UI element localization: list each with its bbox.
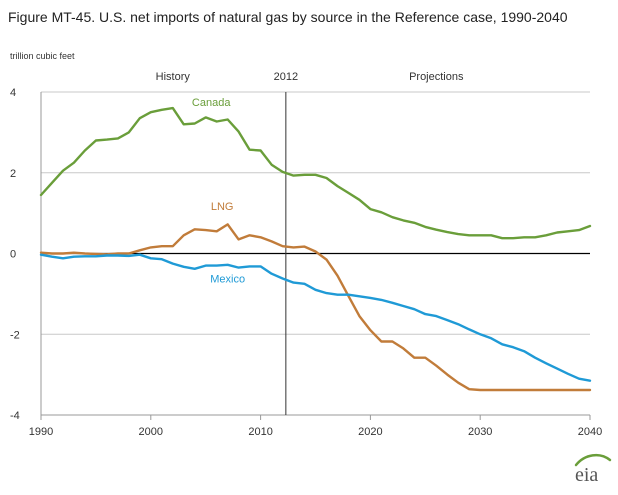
x-tick-label: 2020 (358, 426, 382, 438)
eia-logo: eia (570, 448, 614, 493)
x-tick-label: 2010 (248, 426, 272, 438)
series-lines (39, 106, 592, 392)
y-tick-label: 4 (10, 87, 16, 99)
logo-text: eia (575, 464, 598, 486)
x-tick-label: 1990 (29, 426, 53, 438)
series-label-lng: LNG (211, 201, 234, 213)
history-projection-divider: 2012 (274, 71, 298, 415)
axes: 4 2 0 -2 -4 1990 2000 2010 2020 2030 2040 (10, 87, 602, 438)
region-label: History (156, 71, 191, 83)
y-tick-label: -2 (10, 329, 20, 341)
divider-label: 2012 (274, 71, 298, 83)
series-line-canada (39, 106, 592, 240)
series-line-mexico (39, 253, 592, 382)
x-tick-label: 2040 (578, 426, 602, 438)
series-label-mexico: Mexico (210, 274, 245, 286)
x-tick-label: 2030 (468, 426, 492, 438)
series-label-canada: Canada (192, 97, 231, 109)
y-tick-label: 0 (10, 249, 16, 261)
x-tick-label: 2000 (139, 426, 163, 438)
logo-swoosh (574, 453, 612, 467)
y-tick-label: 2 (10, 168, 16, 180)
region-label: Projections (409, 71, 464, 83)
y-axis-unit-label: trillion cubic feet (10, 51, 75, 61)
chart-labels: History Projections Canada LNG Mexico (156, 71, 464, 286)
y-tick-label: -4 (10, 410, 20, 422)
figure-title: Figure MT-45. U.S. net imports of natura… (8, 9, 568, 25)
series-line-lng (39, 223, 592, 392)
